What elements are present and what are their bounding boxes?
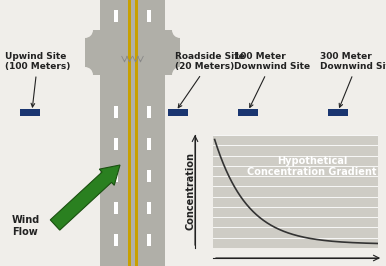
Bar <box>20 109 40 115</box>
Text: Wind
Flow: Wind Flow <box>12 215 40 236</box>
Bar <box>114 106 118 118</box>
Bar <box>147 170 151 182</box>
Text: Roadside Site
(20 Meters): Roadside Site (20 Meters) <box>175 52 245 108</box>
Bar <box>134 0 137 266</box>
Bar <box>147 10 151 22</box>
Bar <box>147 202 151 214</box>
Bar <box>147 138 151 150</box>
Bar <box>127 0 130 266</box>
Bar <box>238 109 258 115</box>
Bar <box>100 0 165 266</box>
Circle shape <box>172 67 188 83</box>
Text: 300 Meter
Downwind Site: 300 Meter Downwind Site <box>320 52 386 107</box>
Bar <box>328 109 348 115</box>
Bar <box>147 234 151 246</box>
Bar <box>114 10 118 22</box>
Bar <box>147 106 151 118</box>
Text: Hypothetical
Concentration Gradient: Hypothetical Concentration Gradient <box>247 156 377 177</box>
Circle shape <box>77 22 93 38</box>
Circle shape <box>172 22 188 38</box>
Text: Concentration: Concentration <box>186 152 196 231</box>
Text: 100 Meter
Downwind Site: 100 Meter Downwind Site <box>234 52 310 107</box>
Bar <box>114 138 118 150</box>
Bar <box>114 170 118 182</box>
Text: Upwind Site
(100 Meters): Upwind Site (100 Meters) <box>5 52 70 107</box>
Bar <box>168 109 188 115</box>
Bar <box>114 202 118 214</box>
Bar <box>114 234 118 246</box>
Bar <box>85 30 180 75</box>
FancyArrow shape <box>50 165 120 230</box>
Circle shape <box>77 67 93 83</box>
